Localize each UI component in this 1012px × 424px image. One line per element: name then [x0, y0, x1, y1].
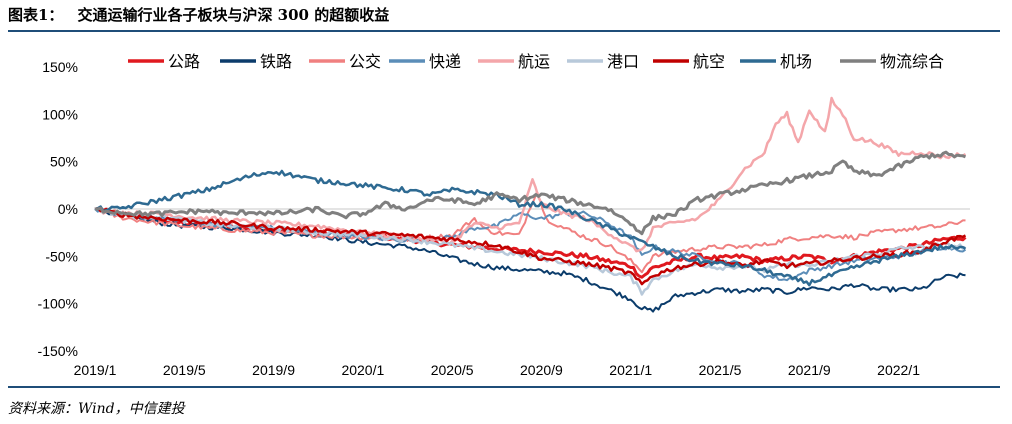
- figure-label: 图表1：: [8, 6, 64, 24]
- series-lines: [94, 96, 967, 313]
- y-axis: 150% 100% 50% 0% -50% -100% -150%: [38, 59, 78, 359]
- x-tick-label: 2019/9: [252, 362, 295, 378]
- legend-label: 铁路: [260, 53, 292, 71]
- x-tick-label: 2021/1: [609, 362, 652, 378]
- series-line: [95, 150, 967, 236]
- series-line: [94, 207, 966, 313]
- y-tick-label: -150%: [38, 343, 78, 359]
- legend-label: 快递: [429, 53, 461, 71]
- legend-label: 公交: [349, 53, 381, 71]
- bottom-divider: [8, 386, 1000, 388]
- series-line: [94, 190, 966, 274]
- series-line: [94, 169, 967, 287]
- x-axis: 2019/1 2019/5 2019/9 2020/1 2020/5 2020/9 2021…: [74, 362, 921, 378]
- legend-label: 航空: [693, 53, 725, 71]
- x-tick-label: 2022/1: [877, 362, 920, 378]
- figure-title-text: 交通运输行业各子板块与沪深 300 的超额收益: [77, 6, 390, 24]
- legend-label: 物流综合: [880, 53, 944, 71]
- y-tick-label: 0%: [58, 201, 78, 217]
- legend-label: 航运: [518, 53, 550, 71]
- x-tick-label: 2019/1: [74, 362, 117, 378]
- x-tick-label: 2021/9: [788, 362, 831, 378]
- y-tick-label: 100%: [42, 106, 78, 122]
- series-line: [94, 96, 967, 253]
- top-divider: [8, 30, 1000, 32]
- x-tick-label: 2020/1: [341, 362, 384, 378]
- y-tick-label: 50%: [50, 154, 78, 170]
- legend-label: 机场: [780, 53, 812, 71]
- y-tick-label: -100%: [38, 296, 78, 312]
- legend: 公路 铁路 公交 快递 航运 港口 航空 机场 物流综合: [128, 53, 944, 71]
- x-tick-label: 2020/9: [520, 362, 563, 378]
- x-tick-label: 2020/5: [431, 362, 474, 378]
- y-tick-label: -50%: [45, 248, 78, 264]
- source-note: 资料来源：Wind，中信建投: [8, 401, 185, 417]
- legend-label: 公路: [168, 53, 200, 71]
- x-tick-label: 2021/5: [699, 362, 742, 378]
- series-line: [94, 207, 967, 286]
- y-tick-label: 150%: [42, 59, 78, 75]
- legend-label: 港口: [607, 53, 639, 71]
- x-tick-label: 2019/5: [163, 362, 206, 378]
- figure-title: 图表1： 交通运输行业各子板块与沪深 300 的超额收益: [8, 4, 389, 25]
